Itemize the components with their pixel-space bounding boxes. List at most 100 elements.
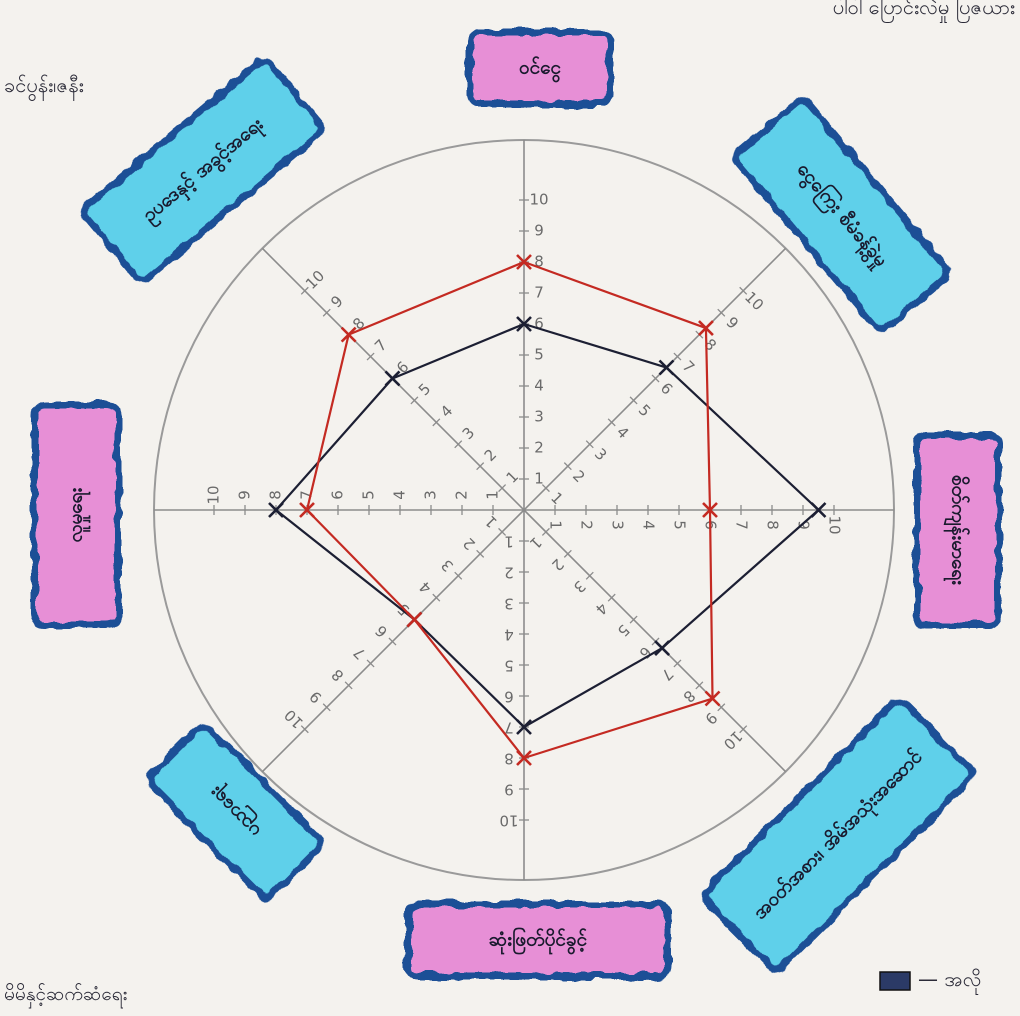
tick-mark [717,703,726,712]
axis-line-4 [523,509,787,773]
tick-label: 3 [591,445,610,464]
tick-label: 1 [547,489,566,508]
tick-mark [454,571,463,580]
tick-label: 9 [723,313,742,332]
x-marker-stroke [340,326,357,343]
tick-label: 1 [526,533,545,552]
tick-mark [629,615,638,624]
tick-label: 3 [438,556,457,575]
tick-mark [344,681,353,690]
tick-label: 6 [657,379,676,398]
tick-label: 1 [484,490,502,500]
tick-label: 9 [327,292,346,311]
tick-label: 8 [764,520,782,530]
data-point-s1-3 [810,502,827,518]
axis-label-7: လူမှုရေး [30,401,122,629]
tick-label: 6 [504,688,514,706]
tick-label: 1 [534,470,544,488]
tick-mark [498,527,507,536]
tick-label: 7 [504,719,514,737]
axis-label-tag [146,723,324,901]
tick-label: 3 [459,424,478,443]
tick-label: 5 [504,657,514,675]
tick-label: 9 [306,687,325,706]
tick-label: 2 [481,445,500,464]
tick-label: 8 [504,750,514,768]
tick-label: 3 [534,408,544,426]
tick-label: 1 [481,512,500,531]
tick-label: 10 [529,191,548,209]
tick-label: 10 [826,515,844,534]
axis-label-8: ဥပဒေနှင့် အခွင့်အရေး [81,57,325,283]
tick-label: 7 [298,490,316,500]
tick-label: 5 [415,380,434,399]
tick-label: 6 [329,490,347,500]
axis-label-6: ပညာရေး [146,723,324,901]
tick-mark [300,725,309,734]
data-point-s1-5 [516,719,532,735]
tick-label: 7 [657,665,676,684]
legend-label: — အလို [918,967,981,995]
x-marker-stroke [702,502,718,518]
tick-label: 7 [534,284,544,302]
x-marker-stroke [516,316,532,332]
tick-mark [585,440,594,449]
tick-label: 4 [391,490,409,500]
tick-mark [432,593,441,602]
tick-label: 4 [416,578,435,597]
tick-label: 4 [437,402,456,421]
tick-mark [607,593,616,602]
x-marker-stroke [406,611,423,628]
tick-label: 5 [635,401,654,420]
tick-label: 6 [534,315,544,333]
tick-mark [322,703,331,712]
tick-mark [717,308,726,317]
x-marker-stroke [384,370,401,387]
tick-mark [563,462,572,471]
tick-label: 3 [504,595,514,613]
tick-label: 7 [733,520,751,530]
data-point-s2-3 [702,502,718,518]
tick-label: 5 [534,346,544,364]
axis-line-2 [523,247,787,511]
tick-label: 8 [267,490,285,500]
data-point-s1-1 [516,316,532,332]
axis-label-3: စိတ်ကျန်းမာရေး [913,431,1003,629]
tick-mark [432,418,441,427]
axis-label-tag [404,900,672,980]
tick-label: 5 [360,490,378,500]
tick-mark [739,286,748,295]
tick-mark [629,396,638,405]
tick-label: 5 [671,520,689,530]
tick-label: 2 [459,534,478,553]
tick-mark [300,286,309,295]
note-top-right: ပါဝါ ပြောင်းလဲမှု ပြဇယား [833,0,1015,23]
tick-label: 6 [372,622,391,641]
tick-label: 8 [534,253,544,271]
axis-label-1: ဝင်ငွေ [466,28,614,108]
x-marker-stroke [810,502,827,518]
axis-label-tag [913,431,1003,629]
tick-label: 6 [636,643,655,662]
tick-label: 1 [503,467,522,486]
tick-label: 9 [795,520,813,530]
tick-label: 2 [578,520,596,530]
tick-label: 2 [453,490,471,500]
tick-label: 9 [701,709,720,728]
x-marker-stroke [268,502,284,518]
x-marker-stroke [654,640,671,657]
tick-mark [585,571,594,580]
note-top-left: ခင်ပွန်း၊ဇနီး [4,73,84,101]
x-marker-stroke [704,690,721,707]
tick-label: 3 [609,520,627,530]
tick-label: 9 [504,781,514,799]
data-point-s2-1 [516,254,532,270]
axis-label-2: ငွေကြေး စီမံခန့်ခွဲမှု [733,97,951,333]
data-point-s1-8 [384,370,401,387]
tick-mark [651,374,660,383]
data-point-s2-5 [516,750,532,766]
x-marker-stroke [516,719,532,735]
tick-label: 10 [499,812,518,830]
